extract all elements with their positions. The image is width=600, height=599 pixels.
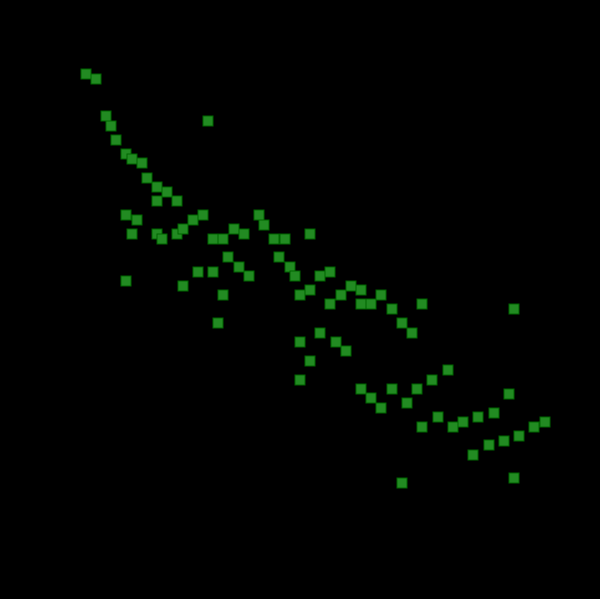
scatter-point [305, 355, 316, 366]
scatter-point [111, 134, 122, 145]
scatter-point [366, 299, 377, 310]
scatter-point [386, 384, 397, 395]
scatter-point [305, 228, 316, 239]
scatter-point [203, 116, 214, 127]
scatter-point [294, 337, 305, 348]
scatter-point [417, 299, 428, 310]
scatter-point [238, 228, 249, 239]
scatter-point [442, 365, 453, 376]
scatter-point [417, 421, 428, 432]
scatter-point [177, 280, 188, 291]
scatter-point [401, 398, 412, 409]
scatter-point [473, 412, 484, 423]
scatter-point [514, 431, 525, 442]
scatter-point [172, 196, 183, 207]
scatter-point [483, 440, 494, 451]
scatter-point [197, 210, 208, 221]
scatter-point [458, 416, 469, 427]
scatter-point [192, 266, 203, 277]
scatter-point [356, 285, 367, 296]
scatter-point [208, 266, 219, 277]
scatter-point [305, 285, 316, 296]
scatter-point [407, 327, 418, 338]
scatter-point [243, 271, 254, 282]
scatter-point [279, 233, 290, 244]
scatter-point [315, 327, 326, 338]
scatter-point [325, 266, 336, 277]
scatter-point [488, 407, 499, 418]
scatter-point [503, 388, 514, 399]
scatter-point [90, 73, 101, 84]
scatter-point [432, 412, 443, 423]
scatter-point [213, 318, 224, 329]
scatter-point [427, 374, 438, 385]
scatter-point [289, 271, 300, 282]
scatter-point [325, 299, 336, 310]
scatter-point [126, 228, 137, 239]
scatter-point [509, 473, 520, 484]
scatter-point [376, 290, 387, 301]
scatter-point [509, 304, 520, 315]
scatter-chart [0, 0, 600, 599]
scatter-point [131, 214, 142, 225]
scatter-point [468, 449, 479, 460]
scatter-point [218, 233, 229, 244]
scatter-point [412, 384, 423, 395]
scatter-point [539, 416, 550, 427]
scatter-point [498, 435, 509, 446]
scatter-point [335, 290, 346, 301]
scatter-point [386, 304, 397, 315]
scatter-point [121, 275, 132, 286]
scatter-point [136, 158, 147, 169]
scatter-point [376, 402, 387, 413]
scatter-point [340, 346, 351, 357]
scatter-point [177, 224, 188, 235]
scatter-point [152, 196, 163, 207]
scatter-point [157, 233, 168, 244]
scatter-point [259, 219, 270, 230]
scatter-point [396, 478, 407, 489]
scatter-point [106, 120, 117, 131]
scatter-point [218, 290, 229, 301]
scatter-point [294, 374, 305, 385]
